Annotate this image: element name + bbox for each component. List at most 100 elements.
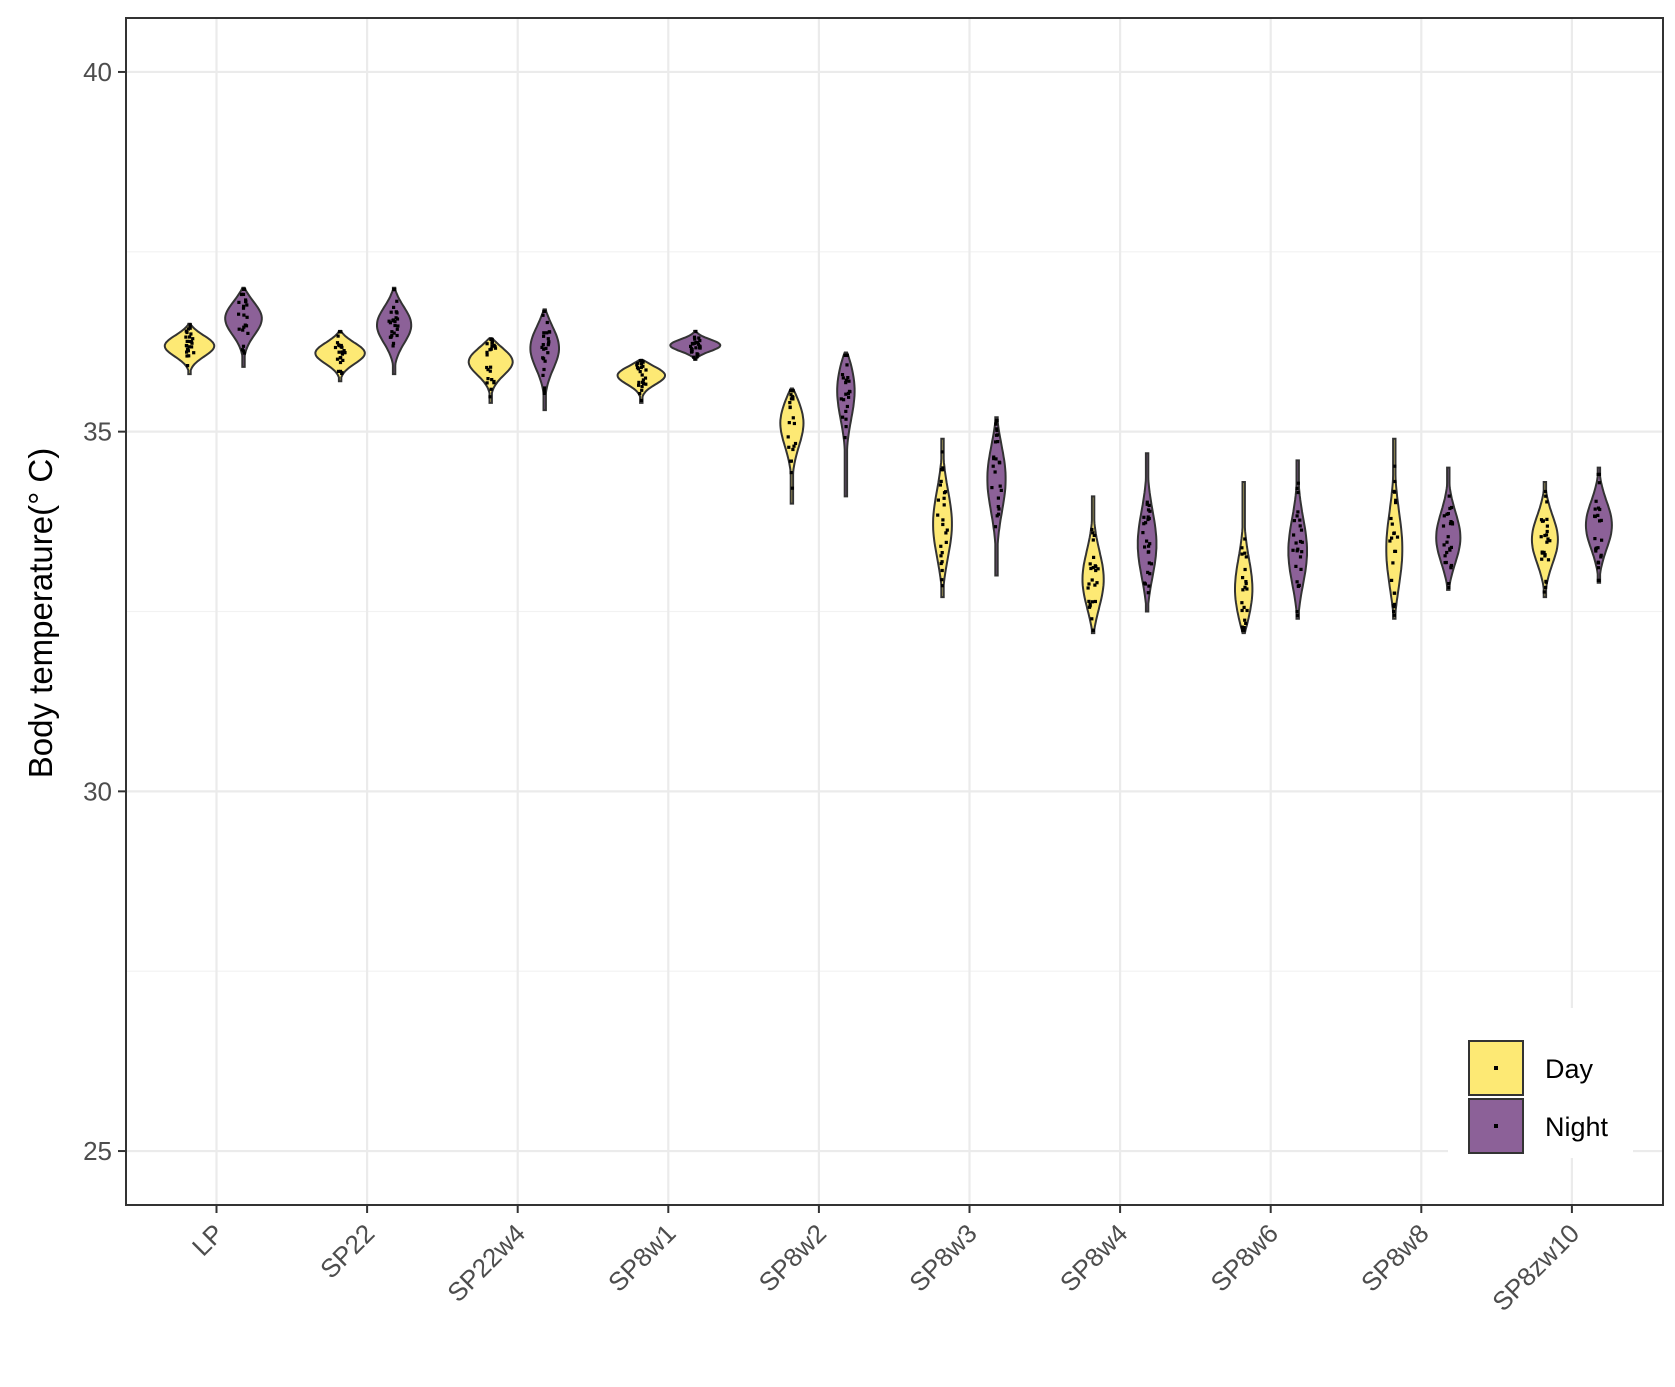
- violin-point: [542, 347, 546, 351]
- violin-point: [336, 369, 341, 373]
- legend: Day Night: [1448, 1008, 1633, 1158]
- violin-point: [244, 300, 248, 304]
- violin-point: [1298, 555, 1303, 559]
- violin-point: [695, 355, 699, 359]
- violin-point: [1142, 515, 1146, 519]
- violin-point: [1447, 582, 1451, 586]
- violin-point: [1088, 562, 1092, 566]
- violin-point: [396, 324, 400, 328]
- violin-point: [392, 331, 396, 335]
- violin-point: [1395, 535, 1400, 539]
- violin-point: [333, 345, 338, 350]
- violin-point: [1291, 548, 1295, 552]
- violin-point: [485, 350, 489, 354]
- violin-point: [185, 339, 189, 343]
- violin-point: [542, 367, 546, 372]
- violin-point: [395, 327, 399, 331]
- violin-point: [1443, 554, 1447, 558]
- violin-point: [695, 340, 699, 345]
- violin-point: [1446, 535, 1450, 539]
- violin-point: [336, 334, 340, 338]
- violin-point: [942, 503, 946, 507]
- violin-point: [841, 415, 845, 419]
- violin-point: [1390, 522, 1394, 526]
- violin-point: [1240, 552, 1244, 556]
- violin-day-SP22: [314, 329, 366, 383]
- violin-point: [242, 351, 246, 355]
- violin-night-SP22: [376, 286, 413, 376]
- violin-body: [986, 416, 1007, 577]
- x-tick-label: SP8w2: [753, 1218, 832, 1297]
- violin-point: [1090, 600, 1094, 604]
- violin-point: [689, 350, 694, 354]
- violin-point: [1390, 536, 1394, 540]
- violin-point: [792, 444, 796, 448]
- violin-point: [696, 353, 700, 357]
- violin-point: [993, 470, 997, 474]
- violin-point: [1242, 605, 1246, 609]
- violin-point: [1294, 564, 1298, 568]
- violin-point: [640, 359, 644, 363]
- violin-point: [185, 344, 189, 348]
- violin-point: [1450, 521, 1454, 525]
- violin-point: [789, 471, 793, 475]
- violin-point: [1393, 479, 1397, 484]
- violin-point: [1299, 567, 1303, 571]
- violin-point: [1244, 555, 1248, 559]
- violin-point: [244, 298, 248, 302]
- violin-point: [939, 479, 943, 483]
- violin-point: [1091, 628, 1095, 632]
- violin-point: [1295, 580, 1299, 584]
- violin-point: [1449, 565, 1453, 569]
- violin-body: [1136, 452, 1158, 613]
- violin-point: [944, 540, 948, 544]
- violin-point: [1296, 510, 1300, 514]
- violin-point: [787, 421, 791, 425]
- violin-point: [844, 378, 848, 382]
- violin-point: [993, 525, 998, 529]
- violin-point: [1244, 581, 1248, 586]
- violin-point: [940, 551, 944, 555]
- violin-point: [542, 309, 546, 313]
- violin-point: [1392, 602, 1396, 606]
- grid-lines: [126, 18, 1663, 1205]
- violin-point: [394, 316, 398, 320]
- violin-point: [1449, 545, 1453, 549]
- violin-body: [1234, 481, 1254, 635]
- violin-point: [993, 440, 998, 444]
- violin-point: [1147, 584, 1151, 588]
- violin-point: [241, 328, 245, 332]
- x-tick-label: SP22: [314, 1218, 380, 1284]
- x-tick-label: SP8w4: [1054, 1218, 1133, 1297]
- violin-point: [1445, 550, 1449, 555]
- violin-point: [1600, 538, 1604, 542]
- x-tick-label: SP22w4: [441, 1218, 531, 1308]
- violin-point: [548, 330, 552, 334]
- violin-point: [185, 350, 189, 354]
- violin-point: [639, 398, 644, 402]
- violin-point: [844, 409, 848, 413]
- violin-point: [991, 464, 995, 468]
- violin-point: [546, 337, 550, 341]
- violin-point: [1145, 502, 1149, 506]
- violin-point: [689, 344, 693, 348]
- violin-point: [1149, 562, 1154, 566]
- violin-point: [186, 349, 190, 353]
- violin-point: [942, 496, 946, 500]
- violin-point: [1392, 609, 1396, 613]
- violin-point: [489, 365, 493, 369]
- violin-point: [242, 325, 246, 329]
- violin-day-SP8w6: [1234, 481, 1254, 635]
- violin-point: [1245, 608, 1249, 613]
- violin-point: [243, 323, 247, 327]
- violin-body: [1435, 466, 1462, 591]
- violin-point: [844, 417, 848, 421]
- violin-point: [1143, 545, 1147, 549]
- y-tick-label: 30: [83, 776, 112, 806]
- violin-point: [1091, 566, 1095, 570]
- violin-point: [1148, 542, 1152, 546]
- violin-point: [791, 397, 795, 401]
- violin-point: [1292, 519, 1296, 523]
- violin-night-LP: [224, 286, 263, 368]
- violin-point: [185, 354, 189, 358]
